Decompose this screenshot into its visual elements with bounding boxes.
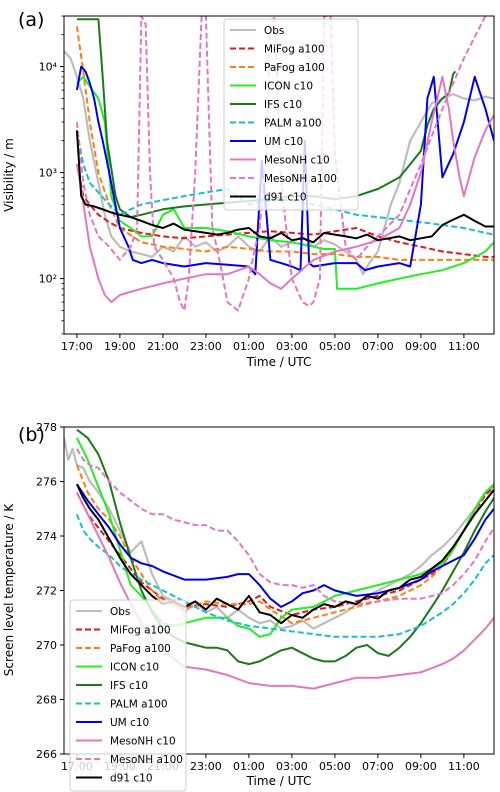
series-line-palm-a100-b — [75, 513, 494, 638]
x-tick-label: 03:00 — [276, 340, 308, 353]
y-tick-label: 266 — [36, 748, 57, 761]
x-tick-label: 09:00 — [405, 760, 437, 773]
x-tick-label: 01:00 — [233, 760, 265, 773]
panel-b-label: (b) — [18, 424, 45, 446]
series-line-mifog-a100-a — [75, 164, 494, 258]
legend-label-mifog-a100: MiFog a100 — [110, 625, 171, 637]
panel-a-axes: 17:00 19:00 21:00 23:00 01:00 03:00 05:00 07:00… — [39, 15, 480, 353]
y-tick-label: 278 — [36, 421, 57, 434]
series-line-um-c10-b — [76, 483, 494, 608]
legend-label-d91-c10: d91 c10 — [264, 192, 307, 204]
y-tick-label: 272 — [36, 585, 57, 598]
y-tick-label: 10² — [39, 273, 57, 286]
legend-label-palm-a100: PALM a100 — [110, 699, 168, 711]
panel-a-ylabel: Visibility / m — [2, 138, 16, 212]
legend-label-ifs-c10: IFS c10 — [264, 99, 302, 111]
legend-label-obs: Obs — [264, 25, 284, 37]
x-tick-label: 23:00 — [190, 760, 222, 773]
x-tick-label: 01:00 — [233, 340, 265, 353]
panel-a-series-group — [64, 16, 494, 312]
x-tick-label: 03:00 — [276, 760, 308, 773]
series-line-mesonh-a100-a — [75, 16, 487, 312]
legend-label-mesonh-c10: MesoNH c10 — [110, 736, 176, 748]
x-tick-label: 19:00 — [104, 340, 136, 353]
legend-label-mesonh-a100: MesoNH a100 — [110, 754, 183, 766]
legend-label-um-c10: UM c10 — [264, 136, 303, 148]
x-tick-label: 05:00 — [319, 340, 351, 353]
x-tick-label: 07:00 — [362, 760, 394, 773]
legend-label-mesonh-a100: MesoNH a100 — [264, 173, 337, 185]
panel-a-xlabel: Time / UTC — [246, 355, 312, 369]
series-line-um-c10-a — [75, 65, 494, 276]
panel-b-ylabel: Screen level temperature / K — [2, 503, 16, 677]
panel-b-xlabel: Time / UTC — [246, 774, 312, 788]
legend-label-mesonh-c10: MesoNH c10 — [264, 155, 330, 167]
x-tick-label: 17:00 — [61, 340, 93, 353]
legend-label-icon-c10: ICON c10 — [110, 662, 159, 674]
legend-label-um-c10: UM c10 — [110, 717, 149, 729]
y-tick-label: 276 — [36, 476, 57, 489]
panel-a-visibility: 17:00 19:00 21:00 23:00 01:00 03:00 05:00 07:00… — [2, 9, 495, 369]
legend-label-d91-c10: d91 c10 — [110, 773, 153, 785]
x-tick-label: 21:00 — [147, 340, 179, 353]
panel-a-label: (a) — [18, 9, 44, 31]
legend-label-pafog-a100: PaFog a100 — [264, 62, 325, 74]
panel-a-legend: Obs MiFog a100 PaFog a100 ICON c10 IFS c10 PA… — [223, 18, 359, 211]
series-line-mesonh-a100-b — [76, 448, 494, 606]
y-tick-label: 270 — [36, 639, 57, 652]
x-tick-label: 11:00 — [448, 760, 480, 773]
x-tick-label: 11:00 — [448, 340, 480, 353]
y-tick-label: 10³ — [39, 167, 57, 180]
panel-b-temperature: 17:0019:0021:0023:0001:0003:0005:0007:00… — [2, 421, 495, 792]
legend-box — [223, 18, 359, 211]
panel-a-frame — [63, 15, 495, 335]
series-line-mesonh-c10-b — [76, 491, 494, 690]
y-tick-label: 268 — [36, 694, 57, 707]
legend-label-palm-a100: PALM a100 — [264, 118, 322, 130]
panel-b-legend: Obs MiFog a100 PaFog a100 ICON c10 IFS c10 PA… — [69, 599, 187, 792]
legend-label-ifs-c10: IFS c10 — [110, 680, 148, 692]
series-line-icon-c10-b — [76, 437, 494, 638]
series-line-obs-b — [64, 437, 494, 630]
y-tick-label: 10⁴ — [39, 61, 58, 74]
y-tick-label: 274 — [36, 530, 57, 543]
series-line-d91-c10-b — [75, 483, 494, 625]
series-line-icon-c10-a — [76, 75, 494, 290]
x-tick-label: 07:00 — [362, 340, 394, 353]
legend-label-pafog-a100: PaFog a100 — [110, 643, 171, 655]
series-line-d91-c10-a — [75, 130, 494, 244]
series-line-pafog-a100-a — [75, 26, 494, 261]
legend-label-icon-c10: ICON c10 — [264, 81, 313, 93]
x-tick-label: 09:00 — [405, 340, 437, 353]
x-tick-label: 23:00 — [190, 340, 222, 353]
legend-label-mifog-a100: MiFog a100 — [264, 44, 325, 56]
x-tick-label: 05:00 — [319, 760, 351, 773]
legend-label-obs: Obs — [110, 606, 130, 618]
